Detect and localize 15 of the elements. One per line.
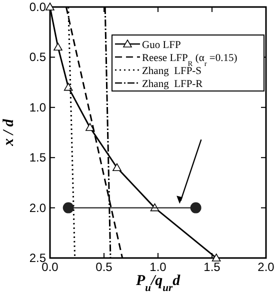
- y-tick-label: 2.0: [29, 200, 46, 215]
- legend-label: Reese LFP$_{R}$ (α$_{r}$ =0.15): [142, 53, 238, 68]
- y-tick-label: 0.5: [29, 50, 46, 64]
- legend-label: Zhang LFP-R: [142, 79, 203, 90]
- y-axis-title: x / d: [1, 118, 17, 147]
- x-tick-label: 1.0: [150, 260, 167, 274]
- x-tick-label: 1.5: [204, 260, 221, 274]
- x-tick-label: 0.5: [96, 260, 113, 274]
- y-tick-label: 0.0: [29, 0, 46, 14]
- y-tick-label: 1.5: [29, 150, 46, 165]
- y-tick-label: 1.0: [29, 100, 46, 114]
- legend-label: Guo LFP: [142, 40, 181, 51]
- x-tick-label: 2.0: [258, 260, 275, 274]
- x-axis-title: P$_{u}$/q$_{ur}$d: [136, 273, 181, 294]
- legend-label: Zhang LFP-S: [142, 66, 202, 77]
